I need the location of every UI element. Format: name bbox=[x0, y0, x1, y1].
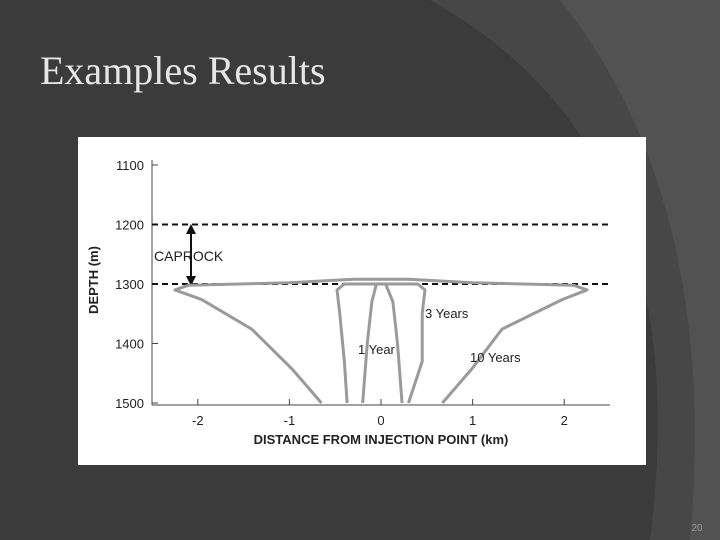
x-tick-label: -1 bbox=[284, 413, 296, 428]
decor-shape bbox=[560, 0, 720, 540]
y-tick-label: 1400 bbox=[115, 337, 144, 352]
y-tick-label: 1300 bbox=[115, 277, 144, 292]
y-tick-label: 1100 bbox=[116, 158, 144, 173]
chart: DEPTH (m) DISTANCE FROM INJECTION POINT … bbox=[86, 158, 612, 447]
caprock-label: CAPROCK bbox=[154, 248, 224, 264]
page-number: 20 bbox=[691, 523, 703, 534]
contour-line bbox=[173, 277, 589, 404]
x-axis-label: DISTANCE FROM INJECTION POINT (km) bbox=[254, 432, 509, 447]
slide-title: Examples Results bbox=[40, 48, 326, 93]
x-tick-label: 1 bbox=[469, 413, 476, 428]
x-tick-label: 0 bbox=[377, 413, 384, 428]
y-axis-label: DEPTH (m) bbox=[86, 246, 101, 314]
x-tick-label: -2 bbox=[192, 413, 204, 428]
y-tick-label: 1500 bbox=[115, 396, 144, 411]
y-tick-label: 1200 bbox=[115, 218, 144, 233]
series-label: 3 Years bbox=[425, 306, 469, 321]
contour-line bbox=[335, 282, 427, 404]
chart-panel bbox=[78, 137, 646, 465]
x-tick-label: 2 bbox=[561, 413, 568, 428]
series-label: 10 Years bbox=[470, 350, 521, 365]
series-label: 1 Year bbox=[358, 342, 396, 357]
